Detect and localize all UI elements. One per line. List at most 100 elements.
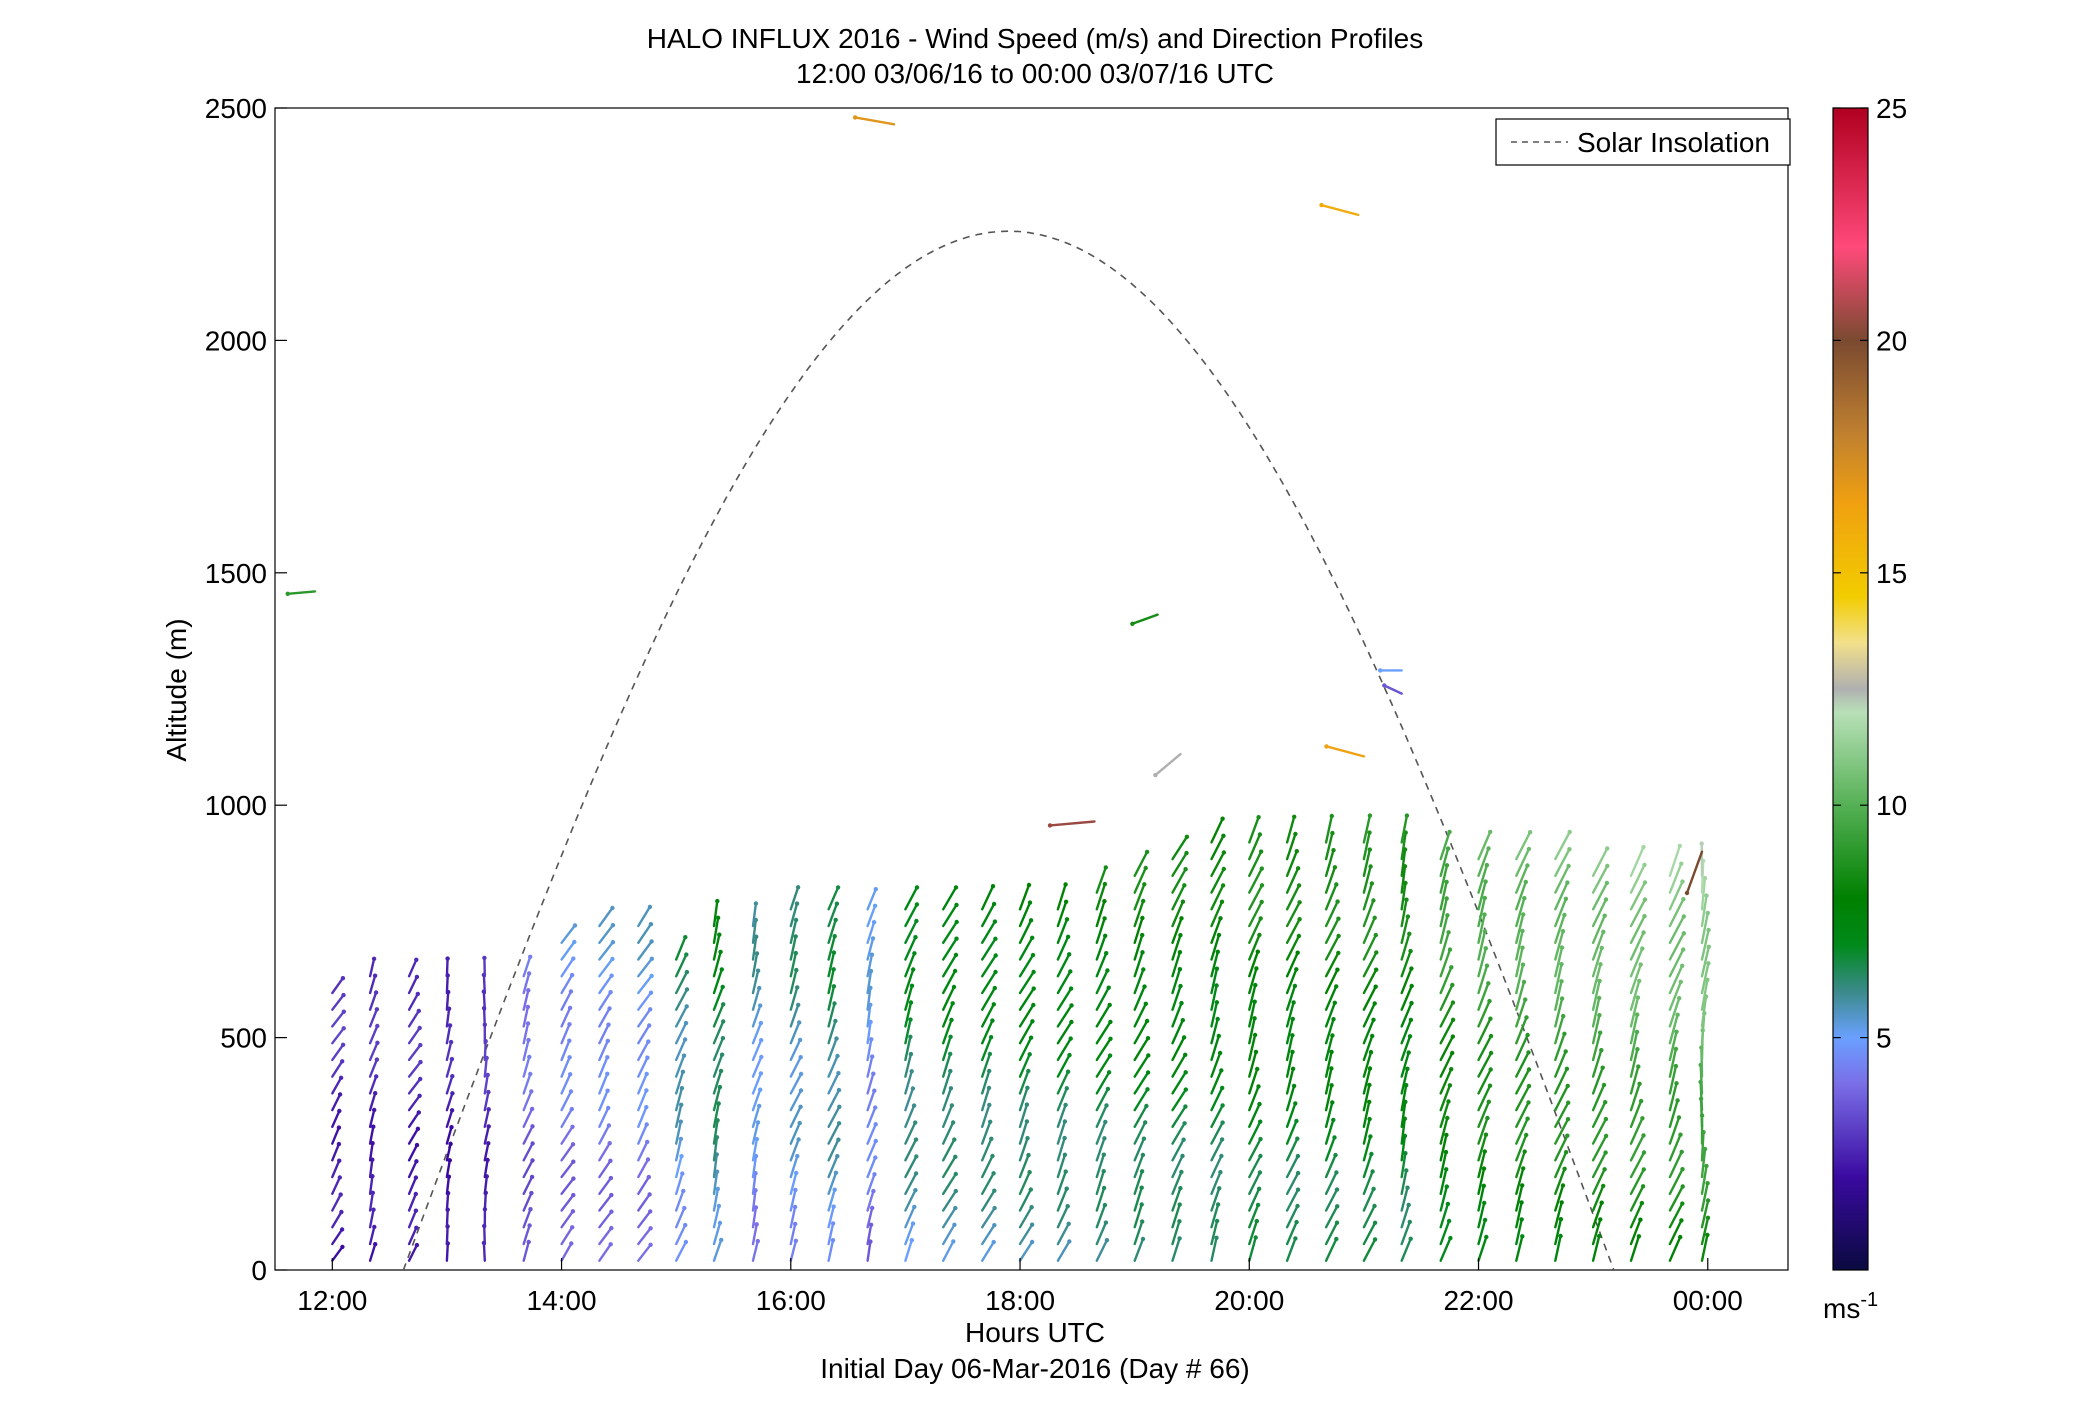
wind-vector-shaft — [675, 1103, 683, 1129]
wind-vector-shaft — [445, 1057, 454, 1078]
wind-vector-head — [526, 1037, 531, 1043]
wind-vector — [1629, 1133, 1646, 1162]
wind-vector-shaft — [751, 1021, 763, 1045]
wind-vector-shaft — [1171, 1053, 1187, 1078]
wind-vector — [560, 1209, 576, 1229]
wind-vector — [981, 1002, 996, 1028]
wind-vector — [1248, 932, 1262, 961]
wind-vector — [368, 1242, 378, 1262]
wind-vector-head — [1030, 952, 1036, 958]
wind-vector-shaft — [637, 1243, 652, 1262]
wind-vector-shaft — [1477, 896, 1487, 928]
wind-vector — [866, 1037, 874, 1062]
wind-vector-shaft — [789, 1154, 799, 1179]
wind-vector-head — [1065, 1204, 1070, 1209]
wind-vector-head — [873, 1138, 878, 1144]
wind-vector-head — [1220, 1085, 1225, 1091]
wind-vector — [981, 1085, 992, 1112]
wind-vector-head — [993, 969, 998, 975]
wind-vector-head — [909, 1238, 914, 1243]
wind-vector-shaft — [675, 1206, 686, 1229]
wind-vector-shaft — [1056, 1153, 1067, 1179]
wind-vector-head — [648, 1242, 653, 1248]
wind-vector-head — [1597, 1233, 1602, 1239]
wind-vector — [1056, 1102, 1068, 1129]
wind-vector — [1400, 1185, 1410, 1212]
wind-vector — [1629, 1167, 1647, 1196]
wind-vector-head — [715, 915, 721, 920]
wind-vector-shaft — [445, 1159, 451, 1179]
wind-vector-head — [1369, 881, 1375, 886]
wind-vector — [1591, 1233, 1602, 1262]
wind-vector — [522, 1004, 531, 1028]
wind-vector-head — [526, 971, 532, 976]
wind-vector — [1210, 866, 1227, 894]
wind-vector — [1248, 1153, 1263, 1179]
y-tick-label: 1000 — [205, 790, 267, 821]
wind-vector-head — [1335, 1204, 1340, 1209]
wind-vector-head — [1063, 1102, 1068, 1108]
wind-vector-head — [835, 1053, 840, 1059]
wind-vector-shaft — [789, 951, 797, 978]
wind-vector-head — [798, 1104, 803, 1110]
wind-vector-shaft — [1591, 1048, 1603, 1078]
wind-vector — [1668, 914, 1687, 944]
wind-vector-shaft — [1248, 1067, 1259, 1095]
wind-vector — [368, 1207, 376, 1229]
wind-vector-head — [1520, 945, 1525, 950]
wind-vector-shaft — [407, 1127, 420, 1145]
wind-vector-head — [683, 935, 688, 940]
wind-vector — [712, 1036, 726, 1062]
wind-vector — [675, 1188, 686, 1212]
wind-vector-head — [831, 984, 837, 989]
wind-vector-head — [1259, 899, 1264, 905]
wind-vector-head — [1025, 1136, 1030, 1141]
wind-vector-head — [605, 1088, 610, 1093]
wind-vector-shaft — [1700, 1233, 1709, 1262]
wind-vector-head — [1482, 895, 1488, 901]
wind-vector — [1439, 913, 1450, 944]
wind-vector-head — [836, 1121, 842, 1126]
wind-vector-head — [1705, 1232, 1710, 1238]
wind-vector-shaft — [1133, 1186, 1143, 1212]
wind-vector-shaft — [1018, 953, 1035, 978]
wind-vector-shaft — [981, 1154, 994, 1179]
wind-vector-head — [529, 1174, 535, 1180]
wind-vector — [1515, 1015, 1529, 1045]
wind-vector-head — [833, 1018, 838, 1024]
wind-vector-shaft — [1285, 1220, 1298, 1246]
wind-vector-shaft — [712, 1221, 722, 1246]
wind-vector — [1171, 883, 1187, 911]
wind-vector-shaft — [637, 1175, 650, 1196]
wind-vector-shaft — [1554, 980, 1563, 1011]
wind-vector-shaft — [1515, 946, 1524, 978]
wind-vector — [407, 1126, 421, 1145]
wind-vector-shaft — [598, 1039, 609, 1062]
wind-vector-shaft — [866, 1156, 877, 1179]
wind-vector-isolated-head — [1684, 890, 1690, 896]
wind-vector-shaft — [598, 1056, 609, 1078]
wind-vector-shaft — [1171, 1088, 1188, 1112]
wind-vector-shaft — [1362, 882, 1374, 911]
wind-vector-shaft — [1629, 1168, 1646, 1196]
wind-vector-head — [608, 1242, 613, 1247]
wind-vector-head — [1177, 1219, 1182, 1224]
wind-vector-shaft — [1554, 930, 1565, 961]
wind-vector — [866, 1188, 876, 1212]
wind-vector — [1439, 1149, 1449, 1179]
wind-vector — [789, 1071, 804, 1095]
wind-vector — [331, 1244, 345, 1262]
wind-vector-shaft — [637, 923, 653, 944]
wind-vector-head — [914, 1154, 919, 1159]
wind-vector-shaft — [1056, 1222, 1070, 1246]
wind-vector — [1018, 1187, 1034, 1212]
wind-vector-head — [1404, 1083, 1409, 1088]
wind-vector-head — [681, 1053, 687, 1058]
wind-vector-head — [649, 939, 654, 944]
wind-vector-shaft — [1591, 898, 1608, 928]
colorbar-tick-label: 5 — [1876, 1023, 1892, 1054]
colorbar-unit-label: ms-1 — [1823, 1289, 1878, 1324]
wind-vector-shaft — [866, 953, 874, 978]
wind-vector-head — [1139, 1185, 1144, 1190]
